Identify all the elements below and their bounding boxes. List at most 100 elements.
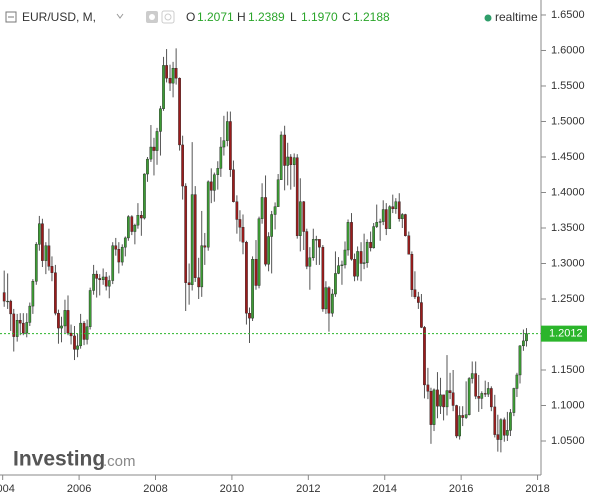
candle-body: [34, 244, 38, 282]
y-tick-label: 1.6500: [551, 9, 585, 21]
candle-body: [515, 374, 519, 389]
candle-body: [257, 218, 261, 286]
candle-body: [359, 251, 363, 264]
last-price-box: [541, 325, 587, 342]
candle-body: [321, 246, 325, 310]
candle-body: [436, 389, 439, 407]
candle-body: [381, 209, 385, 222]
ohlc-readout: O 1.2071 H 1.2389 L 1.1970 C 1.2188: [186, 10, 390, 24]
candle-body: [197, 277, 201, 288]
candle-body: [362, 262, 366, 264]
candle-body: [28, 305, 32, 323]
collapse-icon[interactable]: [5, 11, 17, 23]
readout-label: L: [290, 10, 297, 24]
x-tick-label: 2012: [296, 483, 320, 495]
candle-body: [525, 333, 528, 342]
candle-body: [378, 221, 382, 223]
candle-body: [283, 134, 286, 166]
candle-body: [248, 312, 251, 319]
candle-body: [499, 419, 503, 440]
candle-body: [206, 181, 210, 248]
y-tick-label: 1.3500: [551, 222, 585, 234]
x-tick-label: 2006: [67, 483, 91, 495]
candle-body: [337, 265, 340, 274]
candle-body: [518, 345, 522, 376]
candle-body: [181, 144, 184, 187]
candle-body: [60, 325, 63, 329]
candle-body: [130, 216, 134, 232]
candle-body: [82, 322, 86, 340]
candle-body: [502, 419, 506, 436]
candle-body: [174, 68, 178, 79]
candle-body: [365, 241, 369, 263]
y-tick-label: 1.0500: [551, 435, 585, 447]
candle-body: [292, 157, 296, 165]
candle-body: [2, 292, 6, 302]
candle-body: [407, 235, 411, 255]
y-tick-label: 1.2500: [551, 293, 585, 305]
candle-body: [423, 327, 426, 386]
candle-body: [273, 206, 277, 215]
candle-body: [162, 65, 165, 109]
candle-body: [88, 290, 92, 327]
symbol: EUR/USD, M,: [22, 10, 96, 24]
candle-body: [298, 201, 302, 236]
y-tick-label: 1.5000: [551, 115, 585, 127]
x-tick-label: 2010: [220, 483, 244, 495]
candle-body: [152, 146, 156, 151]
candle-body: [388, 206, 392, 229]
status-dot: [484, 14, 492, 22]
candle-body: [9, 300, 13, 315]
x-tick-label: 2004: [0, 483, 15, 495]
candle-body: [146, 158, 149, 175]
candle-body: [512, 388, 516, 413]
candle-body: [114, 245, 118, 250]
readout-value: 1.2188: [353, 10, 390, 24]
candle-body: [451, 392, 455, 406]
candle-body: [171, 68, 175, 84]
candle-body: [400, 214, 404, 219]
watermark-suffix: .com: [103, 453, 136, 470]
candle-body: [318, 239, 321, 248]
candle-body: [245, 241, 248, 314]
candle-body: [394, 201, 398, 210]
candle-body: [445, 390, 449, 408]
candle-body: [369, 241, 372, 249]
candle-body: [346, 222, 350, 251]
settings-icon-2[interactable]: [161, 10, 175, 24]
candle-body: [92, 273, 95, 291]
candle-body: [496, 434, 500, 440]
candle-body: [254, 259, 258, 286]
candle-body: [486, 388, 490, 395]
header-bg: [0, 4, 380, 30]
candle-body: [159, 108, 162, 132]
candle-body: [190, 194, 194, 285]
candle-body: [384, 209, 388, 229]
dropdown-icon[interactable]: [116, 13, 124, 19]
candle-body: [324, 287, 328, 310]
candle-body: [47, 245, 51, 267]
last-price-label: 1.2012: [549, 328, 583, 340]
candle-body: [270, 214, 273, 237]
candle-body: [458, 415, 461, 437]
candle-body: [279, 134, 283, 180]
candle-body: [302, 201, 306, 232]
candle-body: [295, 157, 299, 236]
watermark: Investing .com: [13, 448, 136, 471]
candle-body: [193, 194, 197, 278]
candle-body: [57, 312, 60, 329]
candle-body: [143, 173, 146, 219]
candle-body: [15, 320, 19, 337]
candle-body: [63, 310, 67, 327]
x-tick-label: 2014: [372, 483, 396, 495]
y-tick-label: 1.4000: [551, 186, 585, 198]
candle-body: [327, 287, 331, 314]
candle-body: [149, 146, 153, 160]
candle-body: [413, 289, 417, 298]
candle-body: [353, 259, 356, 277]
candle-body: [417, 296, 420, 303]
candle-body: [133, 224, 137, 232]
candle-body: [69, 332, 73, 337]
candle-body: [31, 281, 35, 307]
